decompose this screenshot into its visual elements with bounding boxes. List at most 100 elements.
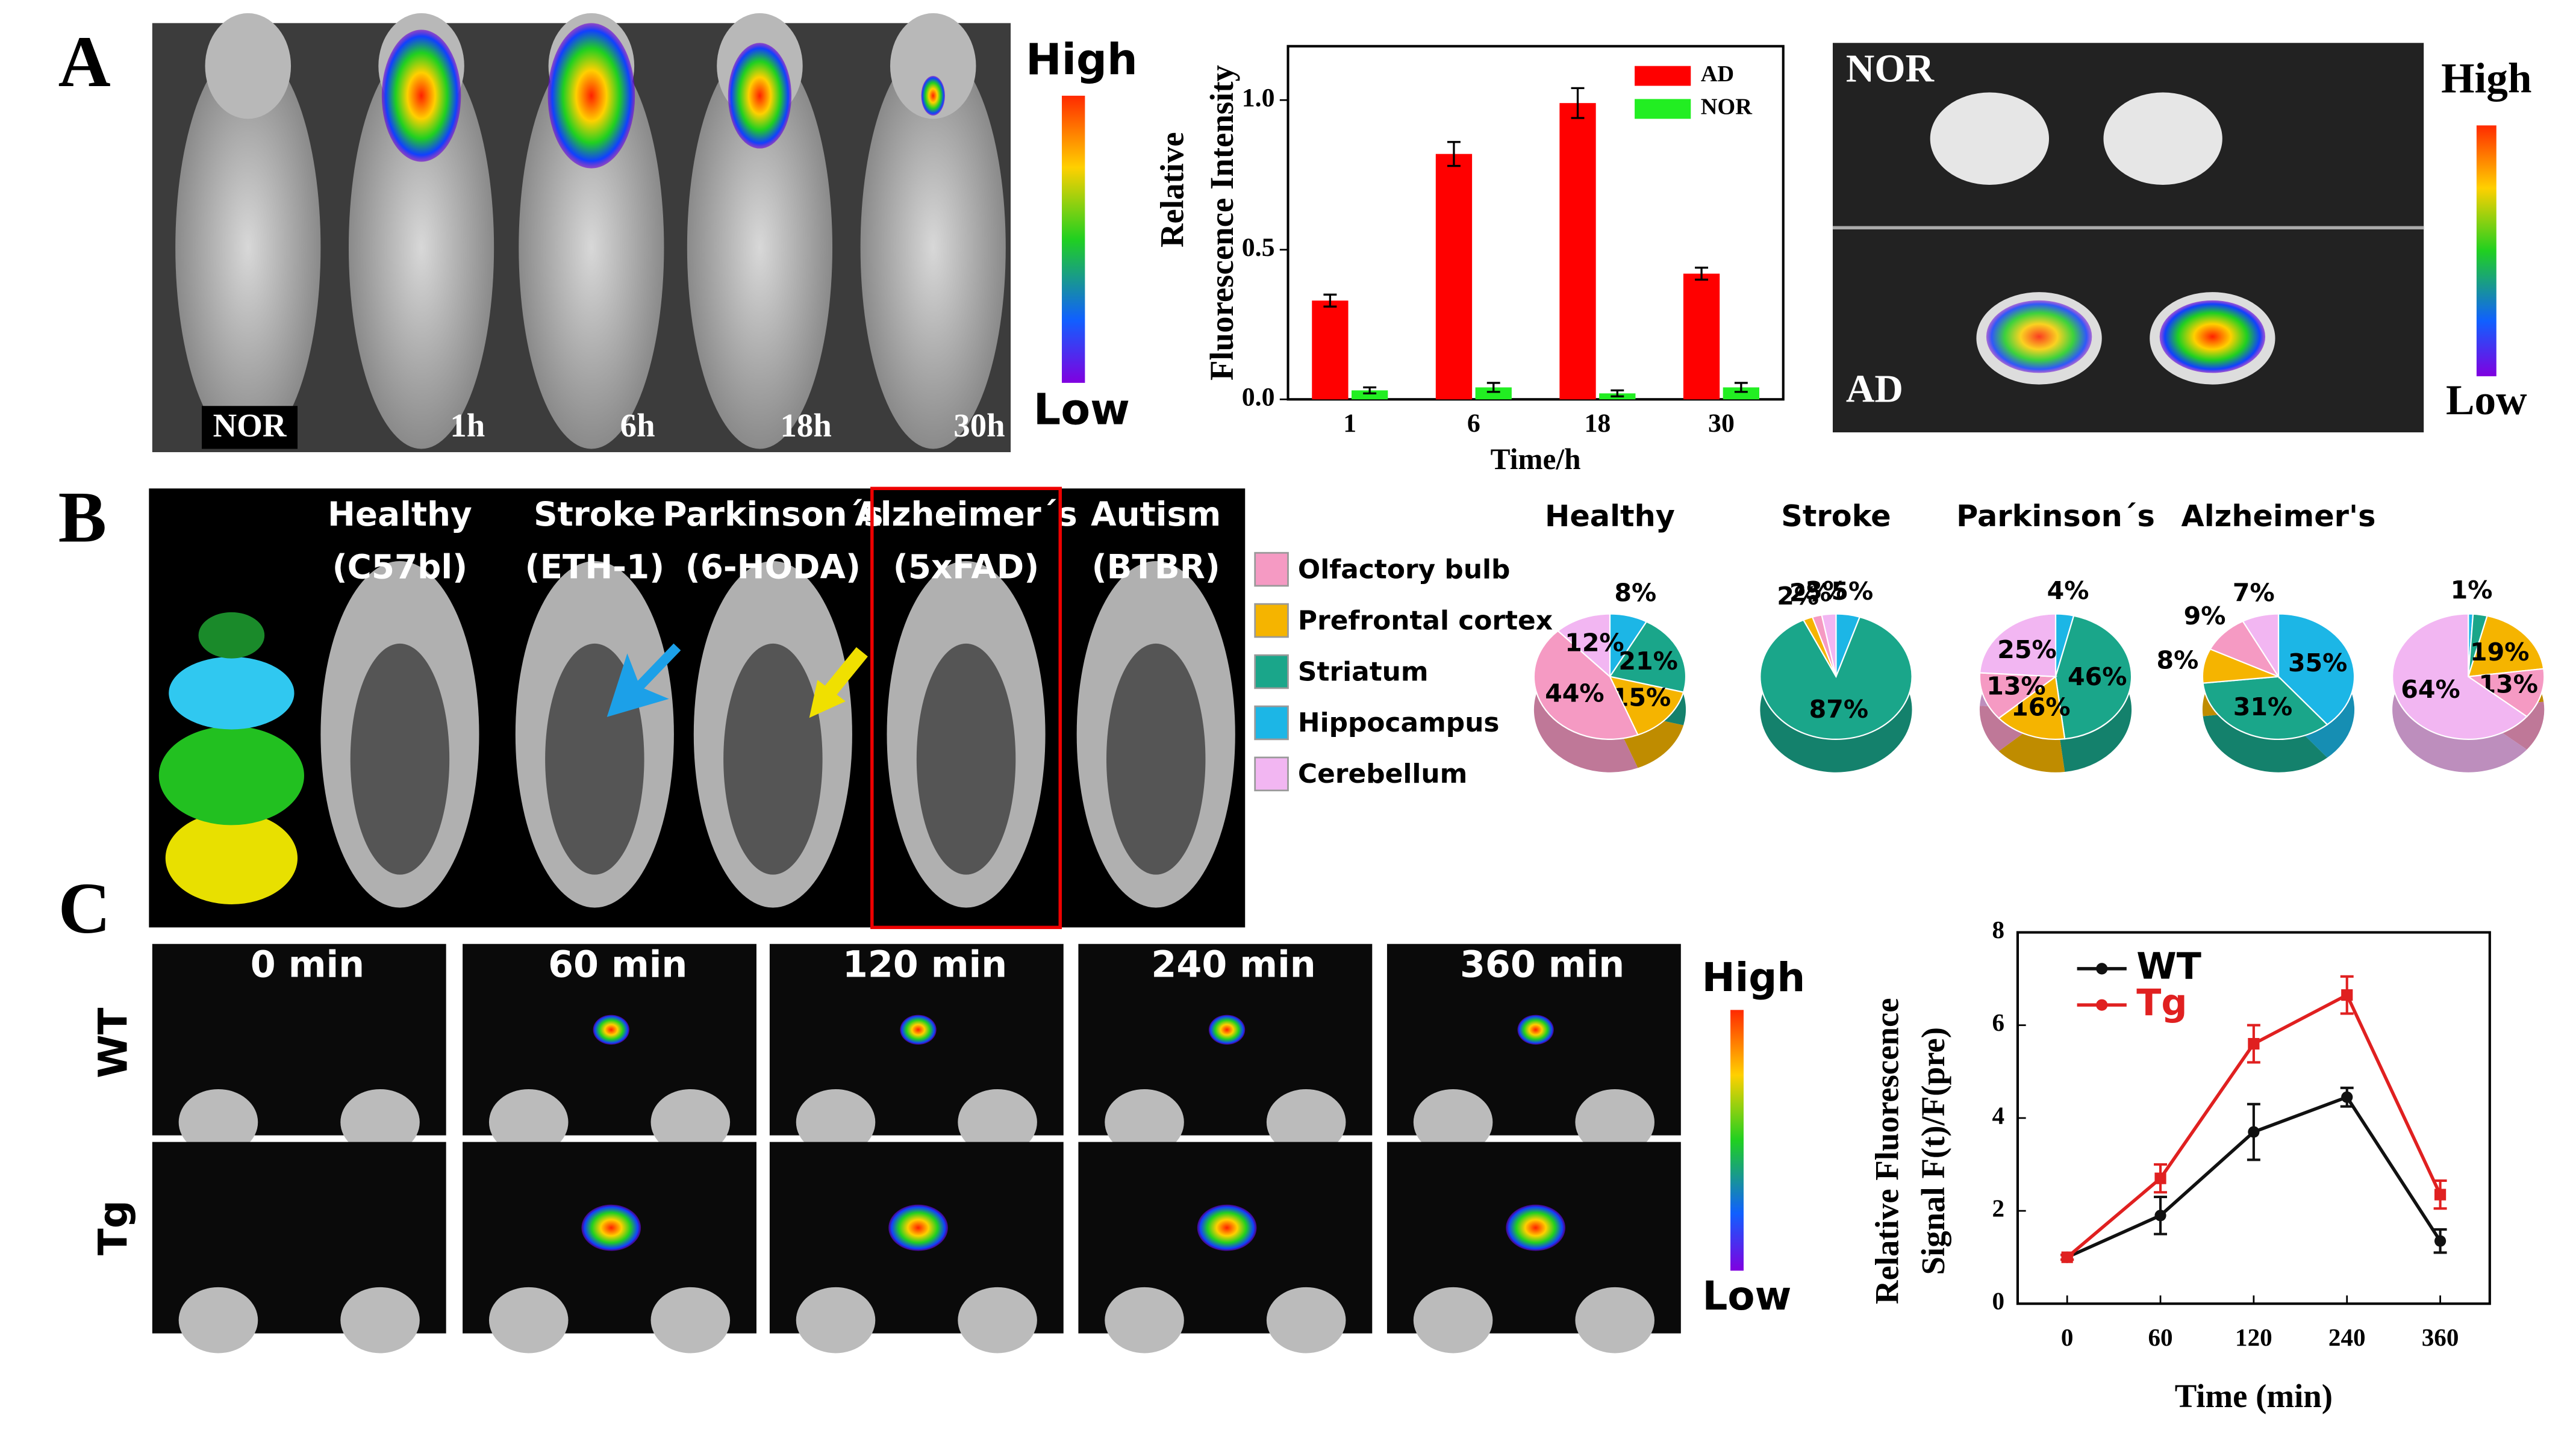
- colorbar-label: High: [2441, 54, 2531, 102]
- error-bar: [1695, 266, 1709, 281]
- pie-value-label: 2%: [1789, 579, 1832, 608]
- bar: [1352, 390, 1388, 400]
- colorbar-label: High: [1702, 954, 1805, 1001]
- time-label: 0 min: [251, 944, 364, 986]
- x-tick-label: 6: [1467, 409, 1480, 438]
- legend-marker: [2096, 999, 2108, 1011]
- colorbar: [1730, 1010, 1744, 1271]
- mouse-shoulder: [1413, 1287, 1493, 1354]
- error-bar: [1323, 293, 1337, 308]
- legend-swatch: [1254, 552, 1289, 587]
- pie-slice: [2202, 676, 2328, 740]
- mouse-body: [348, 46, 494, 449]
- x-tick-label: 0: [2061, 1323, 2074, 1351]
- y-axis-label: Relative Fluorescence: [1868, 998, 1905, 1304]
- pie-slice: [1821, 613, 1837, 677]
- heat-signal: [1517, 1015, 1554, 1045]
- y-tick-label: 6: [1992, 1009, 2004, 1036]
- mouse-shoulder: [488, 1287, 569, 1354]
- mouse-body: [175, 46, 321, 449]
- error-bar: [1447, 141, 1461, 167]
- brain-scan-inner: [1106, 643, 1206, 875]
- error-bar: [1363, 386, 1377, 394]
- image-label: NOR: [1846, 47, 1935, 91]
- mouse-shoulder: [796, 1089, 876, 1155]
- pie-value-label: 12%: [1565, 628, 1624, 657]
- heat-signal: [921, 76, 945, 116]
- legend-label: WT: [2136, 945, 2201, 987]
- heat-signal: [1208, 1015, 1246, 1045]
- colorbar-label: Low: [1034, 385, 1130, 435]
- panel-label: A: [58, 22, 111, 102]
- image-label: 18h: [781, 407, 832, 444]
- x-axis-label: Time (min): [2175, 1378, 2333, 1414]
- column-label: Healthy: [328, 495, 472, 533]
- legend-label: Cerebellum: [1298, 759, 1467, 789]
- bar: [1475, 387, 1512, 400]
- legend-swatch: [1254, 756, 1289, 792]
- heat-signal: [581, 1204, 641, 1251]
- column-label: Parkinson´s: [663, 495, 883, 533]
- heat-signal: [593, 1015, 629, 1045]
- arrow-head: [809, 680, 846, 718]
- pie-value-label: 35%: [2288, 648, 2347, 677]
- column-label: (5xFAD): [893, 548, 1040, 586]
- pie-value-label: 31%: [2233, 692, 2292, 721]
- pie-slice: [2392, 613, 2528, 740]
- pie-title: Parkinson´s: [1956, 499, 2155, 533]
- axes-frame: [1286, 45, 1785, 401]
- y-tick-label: 0.5: [1242, 233, 1275, 262]
- x-tick-label: 360: [2422, 1323, 2459, 1351]
- bar: [1723, 387, 1760, 400]
- column-label: (BTBR): [1092, 548, 1220, 586]
- row-label: Tg: [90, 1200, 137, 1255]
- column-label: Autism: [1091, 495, 1221, 533]
- legend-swatch: [1254, 603, 1289, 638]
- y-axis-label: Signal F(t)/F(pre): [1915, 1027, 1951, 1275]
- mouse-head: [205, 13, 292, 119]
- colorbar-label: High: [1026, 35, 1138, 85]
- time-label: 360 min: [1460, 944, 1624, 986]
- legend-label: Striatum: [1298, 656, 1429, 687]
- legend-label: NOR: [1701, 95, 1753, 120]
- marker: [2154, 1172, 2166, 1184]
- pie-value-label: 5%: [1831, 577, 1873, 606]
- pie-slice: [2466, 668, 2545, 718]
- y-tick-label: 2: [1992, 1195, 2004, 1222]
- bar: [1312, 300, 1349, 400]
- bar: [1559, 103, 1596, 400]
- atlas-bulb: [198, 612, 265, 659]
- y-axis-label: Fluorescence Intensity: [1203, 65, 1240, 381]
- image-label: 30h: [953, 407, 1005, 444]
- pie-slice: [2054, 615, 2133, 740]
- mouse-shoulder: [958, 1089, 1037, 1155]
- pie-slice: [1609, 676, 1685, 736]
- pie-slice: [1979, 613, 2057, 677]
- legend-label: Prefrontal cortex: [1298, 605, 1553, 636]
- brain-scan-inner: [350, 643, 450, 875]
- pie-slice: [1556, 613, 1611, 679]
- panel-label: C: [58, 869, 111, 949]
- marker: [2434, 1189, 2447, 1201]
- x-tick-label: 30: [1708, 409, 1735, 438]
- x-tick-label: 240: [2328, 1323, 2366, 1351]
- mouse-shoulder: [1105, 1287, 1184, 1354]
- colorbar: [1062, 95, 1085, 383]
- panel-label: B: [58, 477, 107, 558]
- heat-signal: [1197, 1204, 1257, 1251]
- legend-swatch: [1635, 66, 1691, 86]
- pie-title: Healthy: [1545, 499, 1675, 533]
- mouse-shoulder: [1266, 1287, 1346, 1354]
- pie-value-label: 87%: [1809, 695, 1868, 724]
- x-axis-label: Time/h: [1491, 443, 1581, 476]
- colorbar: [2476, 125, 2496, 376]
- x-tick-label: 1: [1343, 409, 1356, 438]
- error-bar: [1571, 87, 1585, 119]
- mouse-head: [890, 13, 976, 119]
- heat-signal: [1506, 1204, 1565, 1251]
- error-bar: [1734, 382, 1748, 393]
- pie-value-label: 21%: [1618, 647, 1677, 676]
- pie-slice: [2277, 613, 2356, 726]
- time-label: 240 min: [1151, 944, 1315, 986]
- image-label: AD: [1846, 367, 1903, 411]
